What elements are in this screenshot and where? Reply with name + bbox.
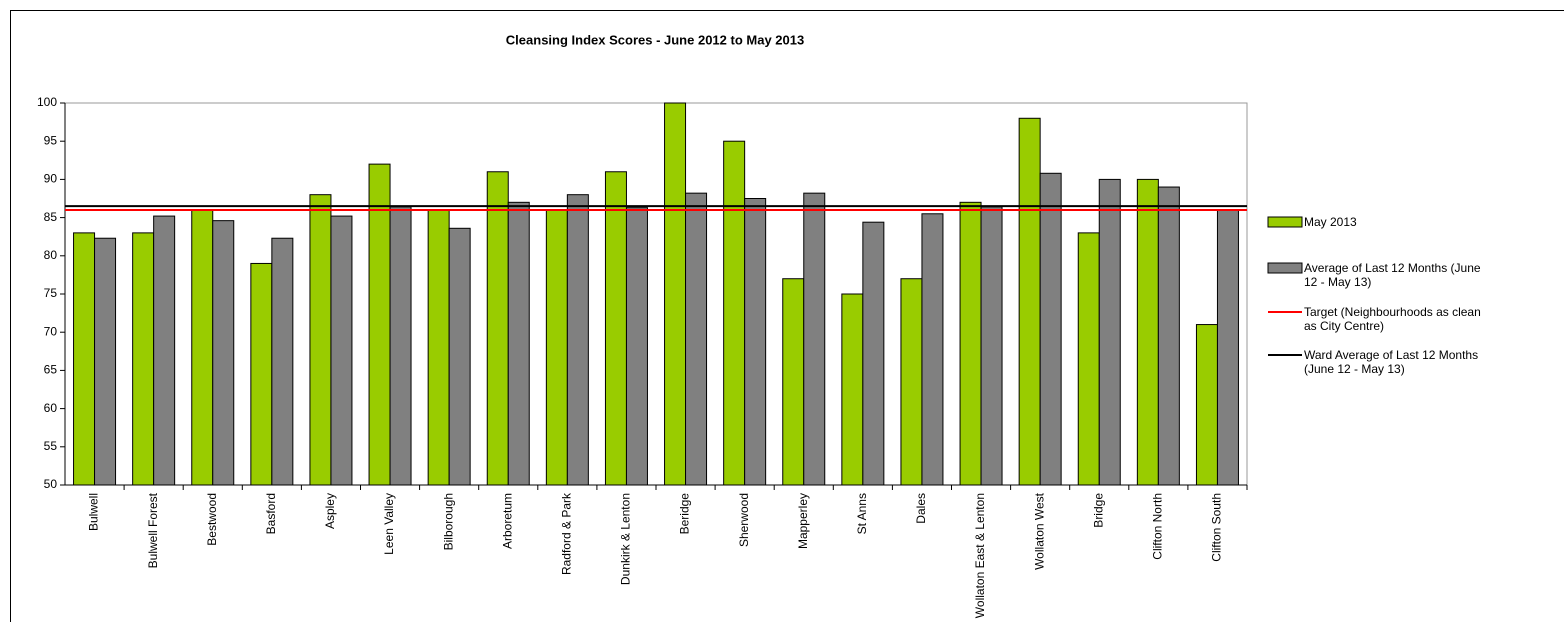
x-tick-label: Bridge (1091, 493, 1105, 528)
legend-label: Ward Average of Last 12 Months (June 12 … (1304, 348, 1479, 376)
x-tick-label: Sherwood (737, 493, 751, 547)
y-tick-label: 85 (44, 210, 58, 224)
bar (250, 262, 273, 486)
bar (723, 140, 746, 486)
bar (959, 201, 982, 486)
bar (389, 206, 412, 486)
y-tick-label: 95 (44, 133, 58, 147)
legend-swatch (1267, 262, 1303, 274)
x-tick-label: Basford (264, 493, 278, 534)
bar (191, 209, 214, 486)
bar (566, 194, 589, 486)
x-tick-label: Mapperley (796, 493, 810, 549)
x-tick-label: St Anns (855, 493, 869, 534)
bar (685, 192, 708, 486)
bar (153, 215, 176, 486)
chart-border (10, 10, 1564, 622)
bar (330, 215, 353, 486)
bar (1195, 324, 1218, 486)
legend-label: Target (Neighbourhoods as clean as City … (1304, 305, 1481, 333)
x-tick-label: Bestwood (205, 493, 219, 546)
bar (803, 192, 826, 486)
y-tick-label: 90 (44, 172, 58, 186)
bar (507, 201, 530, 486)
x-tick-label: Dunkirk & Lenton (619, 493, 633, 585)
y-tick-label: 50 (44, 477, 58, 491)
bar (486, 171, 509, 486)
bar (271, 237, 294, 486)
bar (900, 278, 923, 486)
bar (841, 293, 864, 486)
chart-title: Cleansing Index Scores - June 2012 to Ma… (506, 32, 804, 47)
y-tick-label: 75 (44, 286, 58, 300)
bar (132, 232, 155, 486)
y-tick-label: 55 (44, 439, 58, 453)
bar (212, 220, 235, 486)
legend-label: May 2013 (1304, 215, 1357, 229)
bar (625, 207, 648, 486)
x-tick-label: Clifton North (1151, 493, 1165, 560)
bar (664, 102, 687, 486)
x-tick-label: Leen Valley (382, 493, 396, 555)
y-tick-label: 80 (44, 248, 58, 262)
bar (604, 171, 627, 486)
bar (862, 221, 885, 486)
x-tick-label: Wollaton East & Lenton (973, 493, 987, 618)
x-tick-label: Dales (914, 493, 928, 524)
x-tick-label: Bilborough (441, 493, 455, 550)
bar (1216, 209, 1239, 486)
bar (1077, 232, 1100, 486)
x-tick-label: Aspley (323, 493, 337, 529)
legend-swatch (1267, 216, 1303, 228)
bar (1136, 178, 1159, 486)
bar (368, 163, 391, 486)
bar (921, 213, 944, 486)
bar (545, 209, 568, 486)
x-tick-label: Bulwell (87, 493, 101, 531)
bar (427, 209, 450, 486)
y-tick-label: 70 (44, 324, 58, 338)
x-tick-label: Beridge (678, 493, 692, 535)
bar (782, 278, 805, 486)
bar (744, 198, 767, 486)
bar (1098, 178, 1121, 486)
bar (94, 237, 117, 486)
y-tick-label: 100 (37, 95, 57, 109)
y-tick-label: 65 (44, 363, 58, 377)
legend-label: Average of Last 12 Months (June 12 - May… (1304, 261, 1481, 289)
x-tick-label: Bulwell Forest (146, 492, 160, 568)
bar (448, 227, 471, 486)
x-tick-label: Radford & Park (560, 492, 574, 575)
bar (1039, 172, 1062, 486)
bar (73, 232, 96, 486)
x-tick-label: Arboretum (500, 493, 514, 549)
x-tick-label: Wollaton West (1032, 492, 1046, 570)
bar (1157, 186, 1180, 486)
bar (1018, 117, 1041, 486)
y-tick-label: 60 (44, 401, 58, 415)
bar (309, 194, 332, 486)
plot-area (64, 102, 1248, 486)
x-tick-label: Clifton South (1210, 493, 1224, 562)
bar (980, 206, 1003, 486)
